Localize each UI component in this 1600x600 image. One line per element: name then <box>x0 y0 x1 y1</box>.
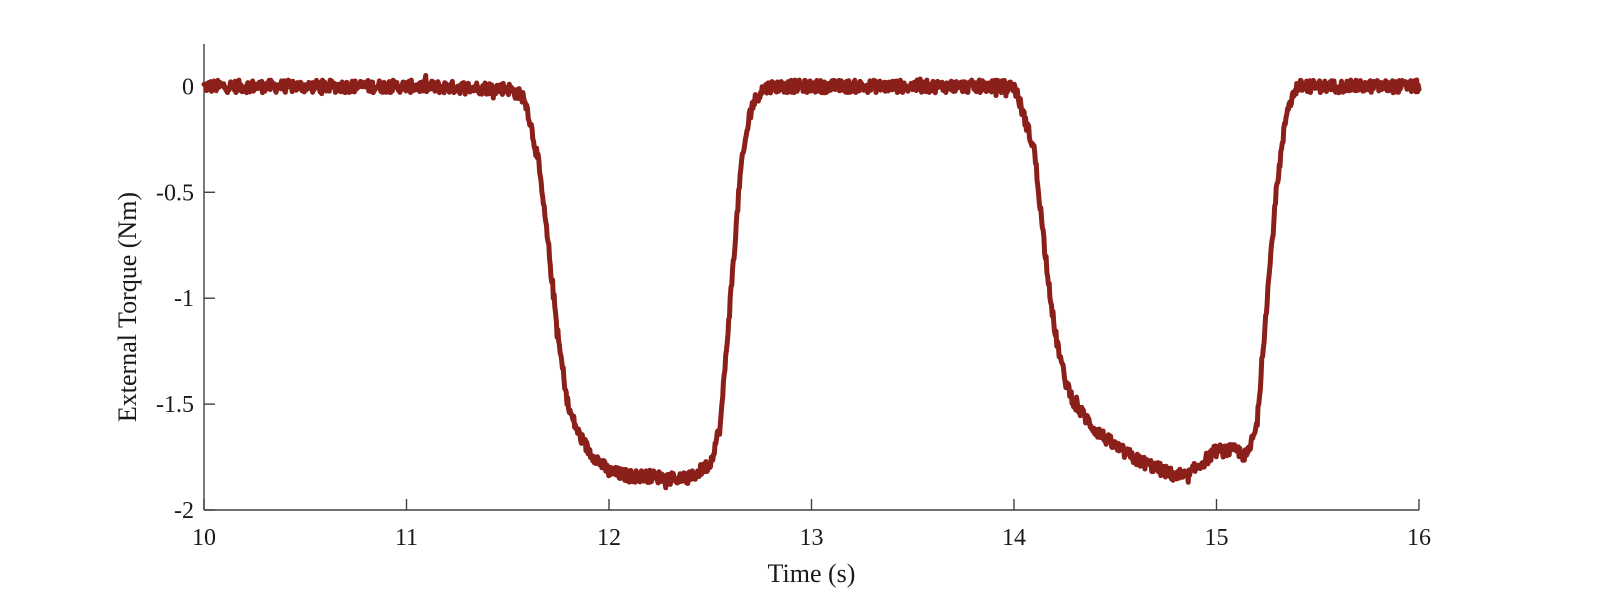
y-tick-label: -1 <box>174 286 194 312</box>
x-tick-label: 12 <box>597 525 621 551</box>
series-layer <box>201 73 1422 491</box>
x-tick-label: 13 <box>800 525 824 551</box>
x-tick-label: 14 <box>1002 525 1026 551</box>
axes <box>203 44 1419 511</box>
x-tick-label: 11 <box>395 525 418 551</box>
series-line-0 <box>201 73 1422 491</box>
y-tick-label: -0.5 <box>156 180 194 206</box>
y-axis-label: External Torque (Nm) <box>113 192 142 422</box>
x-tick-label: 15 <box>1205 525 1229 551</box>
y-tick-label: 0 <box>182 74 194 100</box>
axis-ticks: 10 11 12 13 14 15 16 0 -0.5 -1 -1.5 -2 <box>156 74 1431 551</box>
x-tick-label: 10 <box>192 525 216 551</box>
x-axis-label: Time (s) <box>768 559 856 588</box>
x-tick-label: 16 <box>1407 525 1431 551</box>
y-tick-label: -2 <box>174 498 194 524</box>
y-tick-label: -1.5 <box>156 392 194 418</box>
